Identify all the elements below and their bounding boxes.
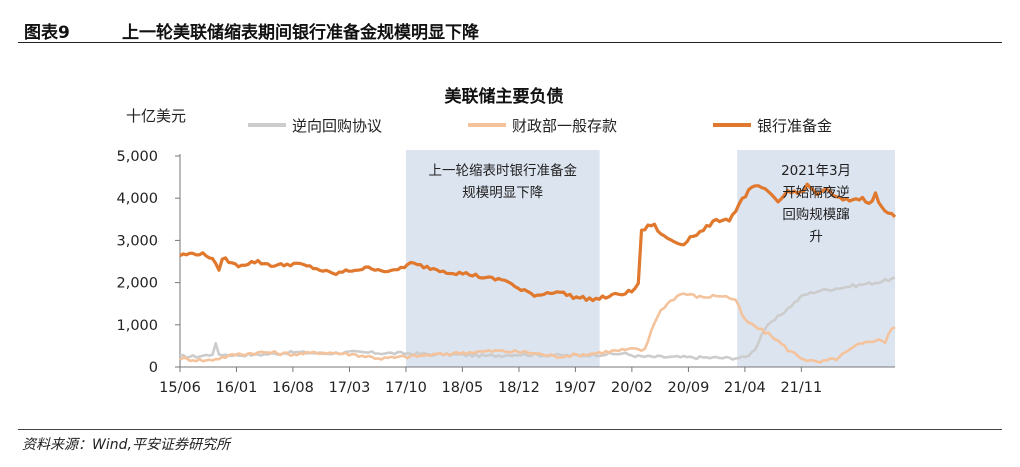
figure-title: 上一轮美联储缩表期间银行准备金规模明显下降: [122, 23, 479, 43]
header-rule: [18, 42, 1002, 43]
x-tick-label: 18/12: [498, 380, 540, 396]
y-axis-unit-label: 十亿美元: [126, 107, 186, 125]
footer-rule: [18, 429, 1002, 430]
series-line-3: [179, 182, 897, 303]
legend-label-1: 逆向回购协议: [292, 117, 382, 135]
x-tick-label: 17/10: [385, 380, 427, 396]
y-tick-label: 4,000: [116, 191, 158, 207]
x-tick-label: 17/03: [329, 380, 371, 396]
x-tick-label: 16/01: [216, 380, 258, 396]
shaded-region-label-2: 回购规模蹿: [782, 207, 850, 223]
shaded-region-label-2: 2021年3月: [781, 163, 851, 179]
figure-header: 图表9 上一轮美联储缩表期间银行准备金规模明显下降: [18, 14, 1002, 43]
shaded-region-label-1: 规模明显下降: [462, 185, 543, 201]
x-tick-label: 16/08: [272, 380, 314, 396]
shaded-regions: [405, 150, 895, 367]
shaded-region-1: [405, 150, 600, 367]
y-tick-label: 1,000: [116, 318, 158, 334]
y-tick-label: 3,000: [116, 233, 158, 249]
x-tick-label: 20/09: [668, 380, 710, 396]
chart-title: 美联储主要负债: [445, 86, 564, 107]
x-tick-label: 20/02: [611, 380, 653, 396]
legend-label-2: 财政部一般存款: [512, 117, 617, 135]
series-lines: [179, 182, 897, 364]
x-tick-label: 21/11: [780, 380, 822, 396]
shaded-region-label-2: 开始隔夜逆: [782, 185, 850, 201]
y-tick-label: 5,000: [116, 149, 158, 165]
y-tick-label: 0: [149, 360, 158, 376]
x-tick-label: 19/07: [555, 380, 597, 396]
y-tick-label: 2,000: [116, 276, 158, 292]
shaded-region-label-2: 升: [809, 229, 823, 245]
x-tick-label: 21/04: [724, 380, 766, 396]
series-line-2: [179, 292, 896, 364]
x-tick-label: 18/05: [441, 380, 483, 396]
legend-label-3: 银行准备金: [757, 117, 832, 135]
axes: [175, 154, 895, 372]
x-tick-label: 15/06: [159, 380, 201, 396]
source-note: 资料来源：Wind,平安证券研究所: [22, 437, 230, 453]
figure-number: 图表9: [24, 23, 70, 43]
shaded-region-label-1: 上一轮缩表时银行准备金: [429, 162, 578, 179]
